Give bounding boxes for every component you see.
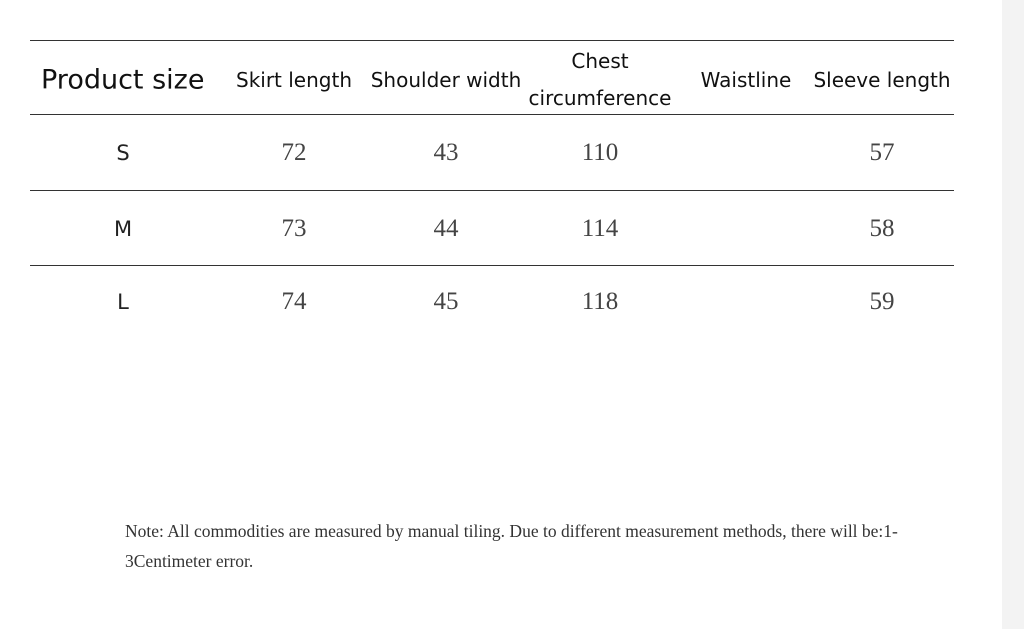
value-cell: 58 bbox=[869, 215, 895, 242]
value-cell: 114 bbox=[581, 215, 619, 242]
header-cell: Skirt length bbox=[235, 68, 353, 92]
side-strip bbox=[1002, 0, 1024, 629]
value-cell: 72 bbox=[281, 139, 307, 166]
table-rule bbox=[30, 265, 954, 266]
value-cell: 43 bbox=[433, 139, 459, 166]
value-cell: 118 bbox=[581, 288, 619, 315]
value-cell: 74 bbox=[281, 288, 307, 315]
table-rule bbox=[30, 114, 954, 115]
value-cell: 73 bbox=[281, 215, 307, 242]
value-cell: 45 bbox=[433, 288, 459, 315]
value-cell: 57 bbox=[869, 139, 895, 166]
size-cell: S bbox=[116, 141, 130, 165]
header-cell: Shoulder width bbox=[370, 68, 522, 92]
value-cell: 110 bbox=[581, 139, 619, 166]
size-cell: L bbox=[117, 290, 129, 314]
value-cell: 59 bbox=[869, 288, 895, 315]
header-cell: Chest circumference bbox=[528, 49, 672, 110]
note: Note: All commodities are measured by ma… bbox=[125, 521, 898, 571]
table-rule bbox=[30, 40, 954, 41]
table-rule bbox=[30, 190, 954, 191]
header-cell: Sleeve length bbox=[813, 68, 951, 92]
size-cell: M bbox=[113, 217, 133, 241]
value-cell: 44 bbox=[433, 215, 459, 242]
header-cell: Waistline bbox=[700, 68, 792, 92]
header-cell: Product size bbox=[41, 64, 205, 96]
